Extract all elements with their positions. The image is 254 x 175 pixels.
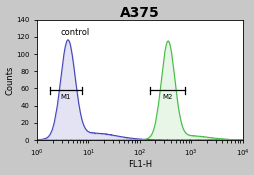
Text: M1: M1 — [61, 94, 71, 100]
Text: M2: M2 — [162, 94, 172, 100]
Y-axis label: Counts: Counts — [6, 65, 14, 94]
Title: A375: A375 — [119, 6, 159, 20]
X-axis label: FL1-H: FL1-H — [127, 160, 151, 169]
Text: control: control — [61, 28, 90, 37]
